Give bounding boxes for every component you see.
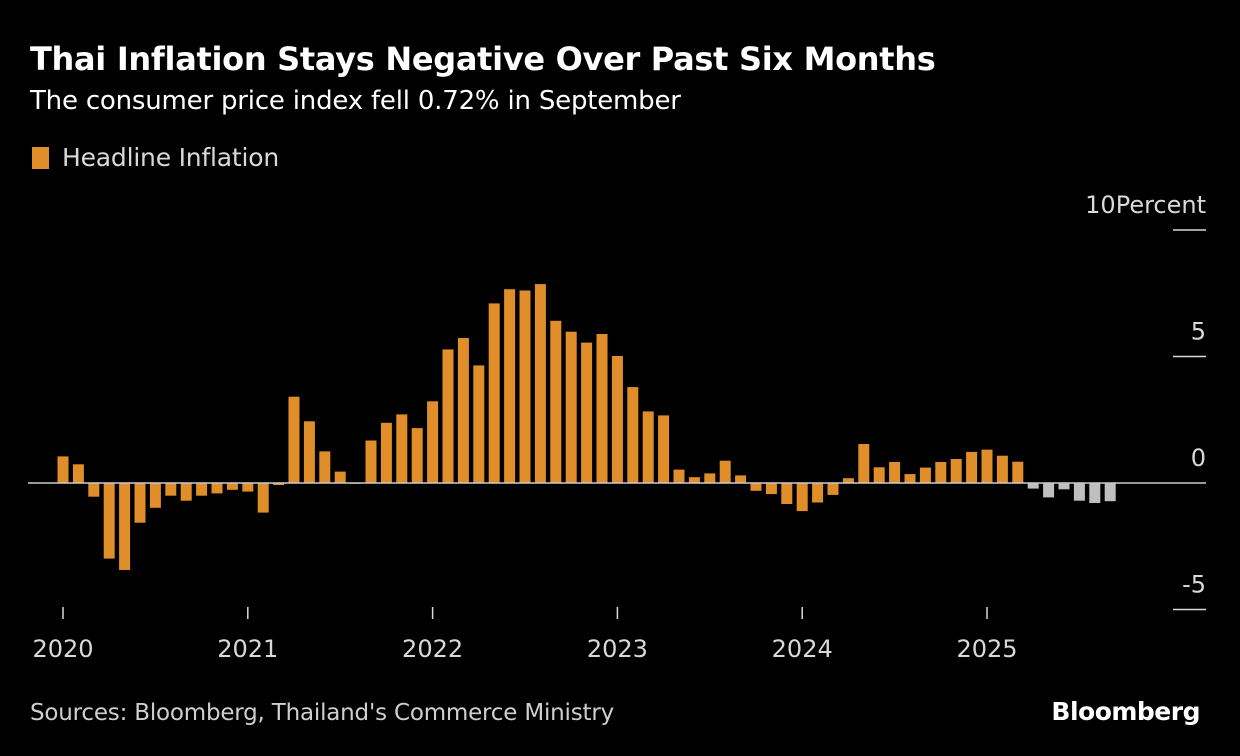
bar-24 xyxy=(427,401,439,483)
bar-6 xyxy=(149,483,161,508)
bar-47 xyxy=(781,483,793,504)
bar-61 xyxy=(996,455,1008,483)
bar-31 xyxy=(534,284,546,483)
bar-13 xyxy=(257,483,269,513)
bar-23 xyxy=(411,428,423,483)
bar-35 xyxy=(596,334,608,483)
bar-53 xyxy=(873,467,885,483)
bar-32 xyxy=(550,320,562,483)
bar-17 xyxy=(319,451,331,483)
bar-16 xyxy=(303,421,315,483)
bar-68 xyxy=(1104,483,1116,502)
chart-title: Thai Inflation Stays Negative Over Past … xyxy=(30,40,936,78)
bar-59 xyxy=(966,451,978,483)
x-tick-label: 2020 xyxy=(32,635,93,663)
legend-swatch-headline-inflation xyxy=(32,146,49,169)
bar-44 xyxy=(735,475,747,483)
bar-64 xyxy=(1043,483,1055,498)
bar-63 xyxy=(1027,483,1039,489)
bar-39 xyxy=(658,415,670,483)
bar-10 xyxy=(211,483,223,494)
bar-15 xyxy=(288,396,300,483)
bar-67 xyxy=(1089,483,1101,503)
bar-42 xyxy=(704,473,716,483)
bar-9 xyxy=(196,483,208,496)
bar-4 xyxy=(119,483,131,570)
y-tick-label: 0 xyxy=(1191,444,1206,472)
bar-12 xyxy=(242,483,254,492)
bar-28 xyxy=(488,303,500,483)
x-tick-label: 2023 xyxy=(587,635,648,663)
x-tick-label: 2024 xyxy=(772,635,833,663)
bar-66 xyxy=(1073,483,1085,501)
bar-51 xyxy=(842,478,854,483)
bar-14 xyxy=(273,483,285,485)
y-tick-label: 5 xyxy=(1191,318,1206,346)
bar-60 xyxy=(981,449,993,483)
bar-25 xyxy=(442,349,454,483)
x-tick-label: 2021 xyxy=(217,635,278,663)
bar-18 xyxy=(334,471,346,483)
bloomberg-logo: Bloomberg xyxy=(1051,697,1200,726)
bar-65 xyxy=(1058,483,1070,490)
bar-33 xyxy=(565,331,577,483)
bars-group xyxy=(57,284,1116,570)
bar-20 xyxy=(365,440,377,483)
y-tick-label: 10Percent xyxy=(1085,191,1206,219)
bar-62 xyxy=(1012,461,1024,483)
legend-label-headline-inflation: Headline Inflation xyxy=(62,143,280,172)
bar-29 xyxy=(504,289,516,483)
bar-37 xyxy=(627,387,639,483)
bar-3 xyxy=(103,483,115,559)
bar-11 xyxy=(226,483,238,490)
bar-52 xyxy=(858,444,870,483)
bar-43 xyxy=(719,460,731,483)
bar-27 xyxy=(473,365,485,483)
bar-5 xyxy=(134,483,146,523)
bar-30 xyxy=(519,290,531,483)
x-tick-label: 2025 xyxy=(956,635,1017,663)
x-tick-label: 2022 xyxy=(402,635,463,663)
bar-48 xyxy=(796,483,808,512)
bar-34 xyxy=(581,342,593,483)
legend: Headline Inflation xyxy=(32,143,279,172)
bar-2 xyxy=(88,483,100,497)
bar-1 xyxy=(72,464,84,483)
bar-22 xyxy=(396,414,408,483)
bar-38 xyxy=(642,411,654,483)
bar-8 xyxy=(180,483,192,501)
bar-50 xyxy=(827,483,839,495)
chart-subtitle: The consumer price index fell 0.72% in S… xyxy=(30,86,681,116)
bar-54 xyxy=(889,462,901,483)
bar-56 xyxy=(919,467,931,483)
bar-46 xyxy=(765,483,777,495)
y-tick-label: -5 xyxy=(1182,571,1206,599)
bar-41 xyxy=(688,477,700,483)
bar-7 xyxy=(165,483,177,496)
bar-26 xyxy=(457,338,469,483)
bar-21 xyxy=(380,422,392,483)
bar-36 xyxy=(611,356,623,483)
bar-0 xyxy=(57,456,69,483)
bar-40 xyxy=(673,469,685,483)
bar-57 xyxy=(935,462,947,483)
bar-58 xyxy=(950,459,962,483)
bar-49 xyxy=(812,483,824,503)
bar-45 xyxy=(750,483,762,491)
x-axis: 2020 2021 2022 2023 2024 2025 xyxy=(32,607,1018,663)
bar-55 xyxy=(904,474,916,483)
source-note: Sources: Bloomberg, Thailand's Commerce … xyxy=(30,700,614,726)
y-axis: 10Percent 5 0 -5 xyxy=(1085,191,1206,611)
